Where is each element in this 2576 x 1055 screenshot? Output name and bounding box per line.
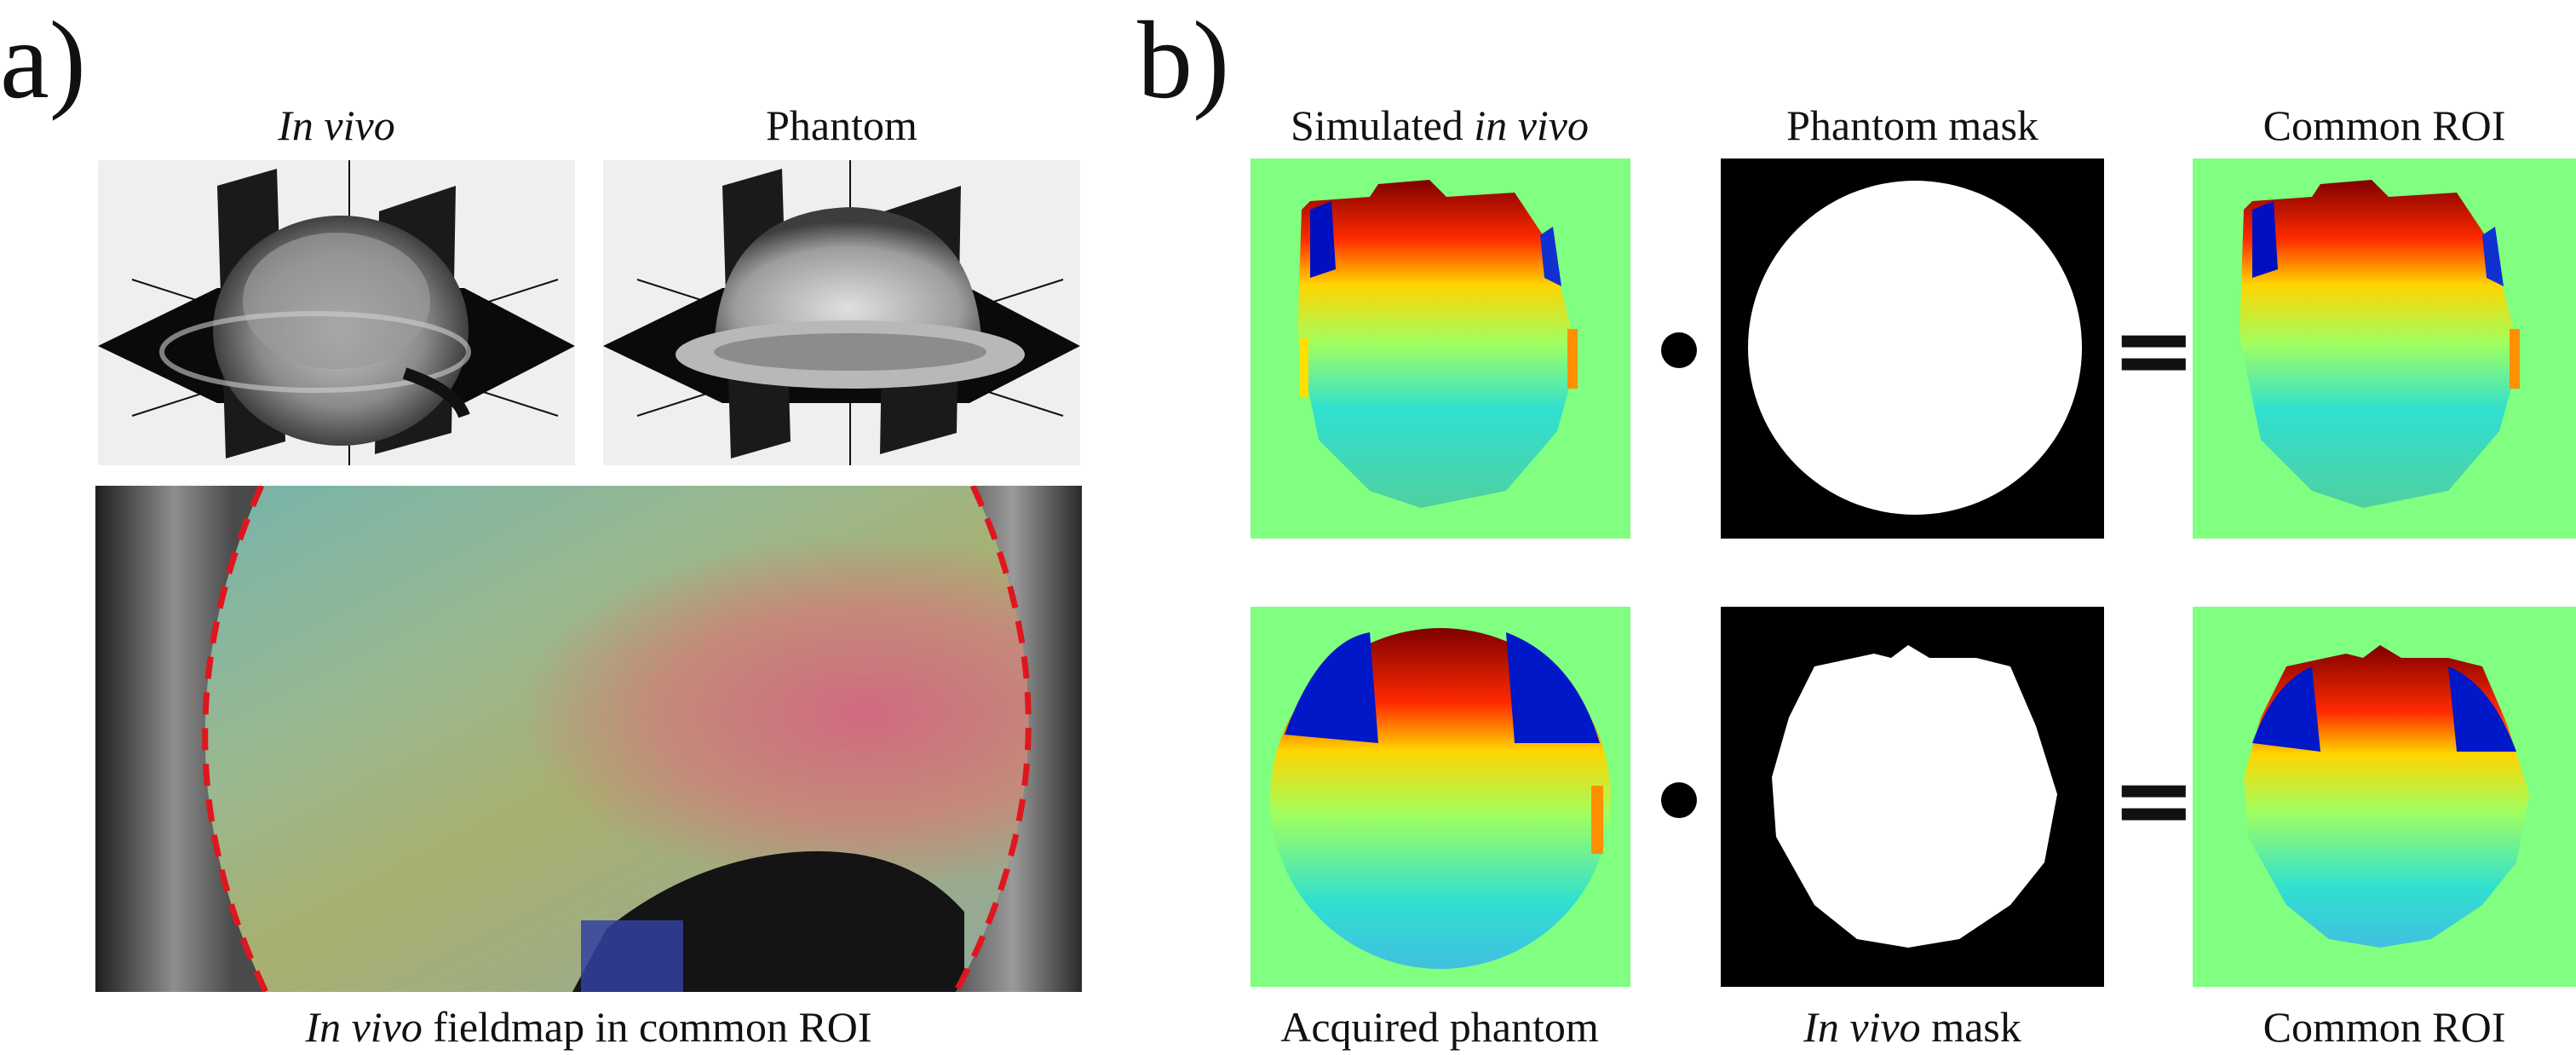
panel-a-letter: a) [0,0,86,122]
common-roi-fieldmap-bottom [2193,607,2576,987]
equals-sign-icon-row2: = [2111,741,2197,860]
multiply-dot-icon-row2 [1661,782,1697,818]
label-in-vivo-mask: In vivo mask [1803,1003,2021,1051]
label-common-roi-top: Common ROI [2263,101,2506,149]
in-vivo-orthogonal-render [98,160,575,465]
fieldmap-overlay-image [95,486,1082,992]
multiply-dot-icon-row1 [1661,332,1697,368]
common-roi-fieldmap-top [2193,159,2576,539]
render-label-in-vivo: In vivo [278,101,395,149]
label-simulated-in-vivo: Simulated in vivo [1291,101,1589,149]
phantom-orthogonal-render [603,160,1080,465]
simulated-in-vivo-fieldmap [1251,159,1630,539]
fieldmap-caption: In vivo fieldmap in common ROI [305,1003,872,1051]
roi-dashed-boundary-right [952,486,1032,992]
acquired-phantom-fieldmap [1251,607,1630,987]
panel-b-letter: b) [1137,0,1230,122]
in-vivo-mask-image [1721,607,2104,987]
roi-dashed-boundary-left [202,486,269,992]
equals-sign-icon-row1: = [2111,291,2197,410]
label-common-roi-bottom: Common ROI [2263,1003,2506,1051]
label-acquired-phantom: Acquired phantom [1280,1003,1599,1051]
render-label-phantom: Phantom [766,101,917,149]
phantom-mask-image [1721,159,2104,539]
label-phantom-mask: Phantom mask [1786,101,2038,149]
